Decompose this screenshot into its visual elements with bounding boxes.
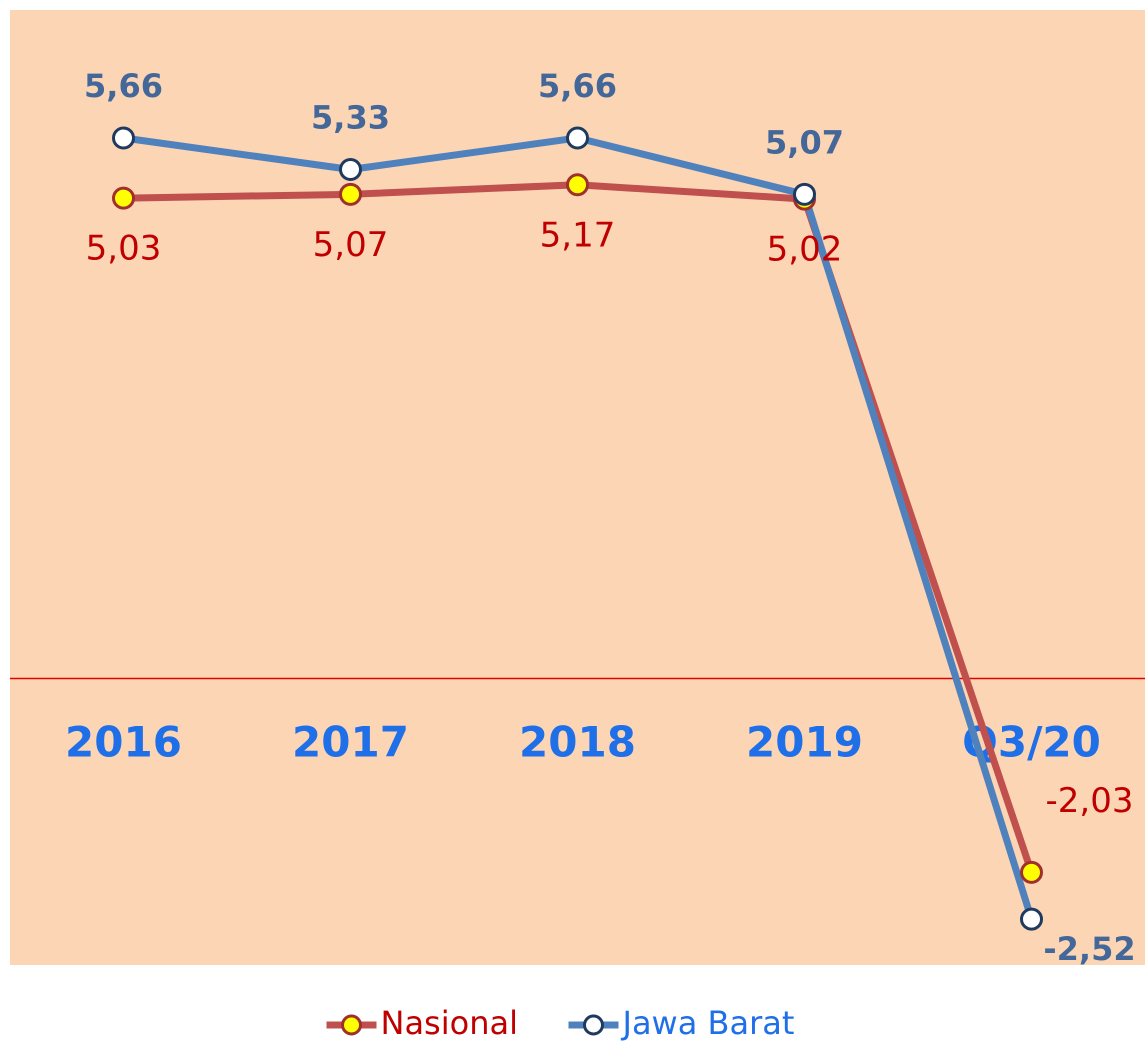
data-label: 5,33 [311, 98, 390, 136]
legend-entry: Nasional [326, 1004, 518, 1042]
data-label: 5,03 [86, 229, 162, 269]
x-tick-label: 2018 [519, 718, 636, 767]
data-label: 5,17 [540, 215, 616, 255]
data-label: 5,07 [765, 123, 844, 161]
legend-label: Jawa Barat [621, 1004, 795, 1042]
point-marker [1020, 860, 1043, 884]
x-tick-label: 2017 [292, 718, 409, 767]
x-tick-label: 2016 [65, 718, 182, 767]
legend-entry: Jawa Barat [568, 1004, 795, 1042]
data-label: -2,52 [1043, 930, 1135, 968]
legend-swatch-marker [583, 1014, 604, 1036]
legend-label: Nasional [381, 1004, 518, 1042]
data-label: 5,66 [84, 67, 163, 105]
data-label: 5,02 [767, 230, 843, 270]
point-marker [339, 182, 362, 206]
point-marker [112, 186, 135, 210]
plot-background [10, 10, 1145, 965]
legend-swatch-marker [341, 1014, 362, 1036]
point-marker [1020, 907, 1043, 931]
point-marker [339, 157, 362, 181]
point-marker [793, 182, 816, 206]
point-marker [566, 126, 589, 150]
data-label: 5,07 [313, 225, 389, 265]
point-marker [112, 126, 135, 150]
point-marker [566, 173, 589, 197]
data-label: 5,66 [538, 67, 617, 105]
x-tick-label: 2019 [746, 718, 863, 767]
data-label: -2,03 [1046, 781, 1134, 821]
